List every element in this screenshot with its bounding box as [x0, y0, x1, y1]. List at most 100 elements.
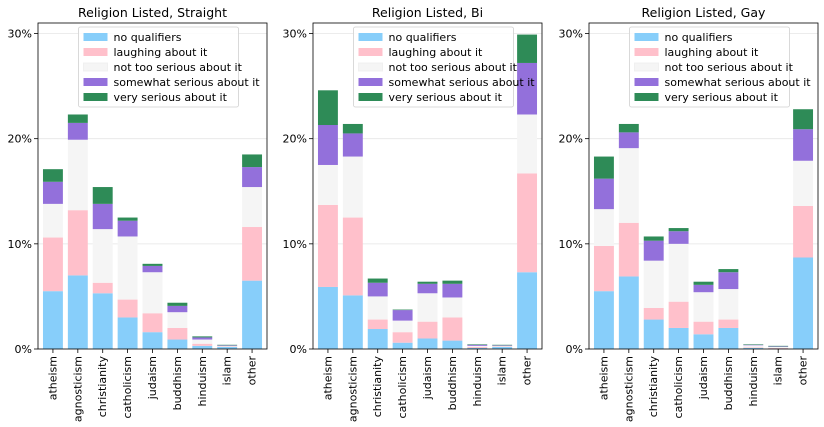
bar-segment-hinduism-laughing-about-it: [467, 346, 488, 348]
bar-segment-catholicism-somewhat-serious-about-it: [392, 310, 413, 321]
x-tick-label: buddhism: [722, 356, 735, 410]
legend-swatch: [634, 48, 659, 56]
bar-segment-buddhism-not-too-serious-about-it: [442, 297, 463, 318]
y-tick-label: 20%: [8, 133, 32, 146]
bar-segment-agnosticism-no-qualifiers: [618, 276, 639, 349]
x-tick-label: hinduism: [196, 356, 209, 406]
axes-frame: [37, 22, 268, 350]
bar-segment-judaism-somewhat-serious-about-it: [142, 265, 163, 273]
bar-segment-hinduism-no-qualifiers: [192, 345, 213, 349]
chart-panel-3: atheism agnosticism christianity catholicis…: [559, 5, 819, 422]
y-tick-label: 0%: [290, 343, 307, 356]
x-tick-label: atheism: [597, 356, 610, 400]
y-tick-label: 10%: [283, 238, 307, 251]
bar-segment-christianity-laughing-about-it: [367, 319, 388, 330]
x-tick-label: catholicism: [672, 356, 685, 418]
bar-segment-other-somewhat-serious-about-it: [793, 129, 814, 161]
bar-segment-other-very-serious-about-it: [793, 109, 814, 130]
bar-segment-judaism-not-too-serious-about-it: [693, 292, 714, 322]
bar-segment-hinduism-not-too-serious-about-it: [192, 339, 213, 344]
bar-segment-christianity-very-serious-about-it: [643, 236, 664, 241]
x-tick-label: buddhism: [446, 356, 459, 410]
legend-swatch: [83, 93, 108, 101]
bar-segment-islam-somewhat-serious-about-it: [768, 346, 789, 347]
bar-segment-islam-laughing-about-it: [768, 347, 789, 349]
legend-box: [78, 26, 239, 108]
x-tick-label: hinduism: [747, 356, 760, 406]
bar-segment-buddhism-somewhat-serious-about-it: [718, 272, 739, 290]
x-tick-label: catholicism: [396, 356, 409, 418]
x-tick-label: christianity: [647, 356, 660, 418]
x-tick-label: islam: [772, 356, 785, 385]
chart-title: Religion Listed, Straight: [78, 5, 227, 20]
bar-segment-atheism-not-too-serious-about-it: [42, 203, 63, 238]
bar-segment-christianity-no-qualifiers: [643, 319, 664, 349]
bar-segment-hinduism-somewhat-serious-about-it: [192, 337, 213, 340]
bar-segment-agnosticism-somewhat-serious-about-it: [618, 132, 639, 149]
bar-segment-islam-laughing-about-it: [492, 346, 513, 347]
bar-segment-buddhism-very-serious-about-it: [167, 302, 188, 306]
legend-swatch: [358, 78, 383, 86]
bar-segment-hinduism-not-too-serious-about-it: [743, 345, 764, 348]
legend-label: very serious about it: [665, 91, 779, 104]
legend: no qualifiers laughing about it not too se…: [78, 26, 260, 108]
bar-segment-christianity-no-qualifiers: [92, 293, 113, 349]
bar-segment-islam-very-serious-about-it: [217, 344, 238, 346]
bar-segment-catholicism-somewhat-serious-about-it: [668, 231, 689, 244]
y-tick-label: 10%: [559, 238, 583, 251]
y-tick-label: 20%: [283, 133, 307, 146]
bar-segment-agnosticism-somewhat-serious-about-it: [342, 133, 363, 157]
bar-segment-catholicism-not-too-serious-about-it: [117, 236, 138, 300]
x-tick-label: catholicism: [121, 356, 134, 418]
bar-segment-buddhism-very-serious-about-it: [442, 280, 463, 284]
bar-segment-other-no-qualifiers: [242, 280, 263, 349]
bar-segment-hinduism-laughing-about-it: [743, 347, 764, 348]
legend-swatch: [83, 78, 108, 86]
x-tick-label: judaism: [697, 356, 710, 400]
x-tick-label: christianity: [371, 356, 384, 418]
bar-segment-hinduism-very-serious-about-it: [192, 336, 213, 338]
bar-segment-atheism-no-qualifiers: [317, 286, 338, 349]
bar-segment-atheism-laughing-about-it: [42, 237, 63, 292]
bar-segment-catholicism-no-qualifiers: [117, 317, 138, 349]
x-tick-label: islam: [496, 356, 509, 385]
bar-segment-hinduism-laughing-about-it: [192, 343, 213, 346]
bar-segment-agnosticism-very-serious-about-it: [67, 114, 88, 123]
x-tick-label: atheism: [321, 356, 334, 400]
bar-segment-hinduism-no-qualifiers: [743, 347, 764, 349]
bar-segment-christianity-somewhat-serious-about-it: [367, 282, 388, 297]
bar-segment-christianity-no-qualifiers: [367, 329, 388, 349]
bar-segment-buddhism-laughing-about-it: [718, 319, 739, 328]
bar-segment-atheism-somewhat-serious-about-it: [317, 125, 338, 165]
bar-segment-christianity-somewhat-serious-about-it: [643, 240, 664, 261]
bar-segment-judaism-laughing-about-it: [142, 313, 163, 333]
bar-segment-atheism-laughing-about-it: [593, 245, 614, 292]
bar-segment-buddhism-no-qualifiers: [718, 327, 739, 349]
bar-segment-islam-somewhat-serious-about-it: [492, 345, 513, 346]
bar-segment-agnosticism-laughing-about-it: [67, 210, 88, 276]
bar-segment-catholicism-somewhat-serious-about-it: [117, 220, 138, 237]
bar-segment-judaism-somewhat-serious-about-it: [417, 283, 438, 294]
legend-swatch: [634, 93, 659, 101]
legend-swatch: [83, 62, 108, 72]
bar-segment-islam-no-qualifiers: [492, 346, 513, 349]
y-tick-label: 30%: [283, 28, 307, 41]
bar-segment-islam-not-too-serious-about-it: [768, 346, 789, 348]
bar-segment-hinduism-not-too-serious-about-it: [467, 345, 488, 347]
bar-segment-agnosticism-no-qualifiers: [67, 275, 88, 349]
y-tick-label: 30%: [8, 28, 32, 41]
bar-segment-christianity-somewhat-serious-about-it: [92, 203, 113, 230]
bar-segment-hinduism-very-serious-about-it: [743, 344, 764, 345]
bar-segment-islam-somewhat-serious-about-it: [217, 345, 238, 346]
legend-label: laughing about it: [389, 46, 484, 59]
bar-segment-judaism-laughing-about-it: [417, 321, 438, 339]
legend-label: very serious about it: [114, 91, 228, 104]
legend-label: not too serious about it: [665, 61, 794, 74]
legend-swatch: [634, 62, 659, 72]
bar-segment-judaism-very-serious-about-it: [142, 263, 163, 266]
bar-segment-islam-laughing-about-it: [217, 346, 238, 347]
bar-segment-atheism-somewhat-serious-about-it: [42, 181, 63, 204]
bar-segment-other-very-serious-about-it: [242, 154, 263, 168]
